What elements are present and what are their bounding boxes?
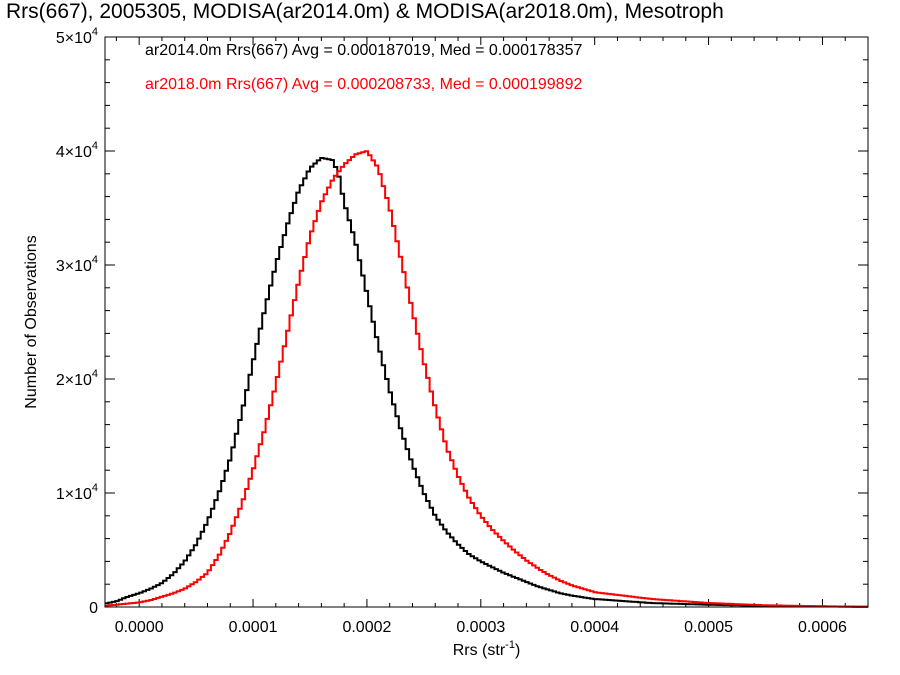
axis-ticks — [105, 36, 868, 608]
x-tick-label: 0.0003 — [456, 619, 505, 636]
y-tick-label: 5×104 — [56, 26, 98, 47]
annotation-ar2014: ar2014.0m Rrs(667) Avg = 0.000187019, Me… — [145, 42, 583, 59]
plot-frame — [104, 36, 869, 608]
annotation-ar2018: ar2018.0m Rrs(667) Avg = 0.000208733, Me… — [145, 76, 583, 93]
x-tick-label: 0.0002 — [342, 619, 391, 636]
series-line-ar2018 — [105, 150, 868, 608]
x-tick-label: 0.0004 — [570, 619, 619, 636]
chart-title: Rrs(667), 2005305, MODISA(ar2014.0m) & M… — [6, 0, 724, 23]
x-tick-label: 0.0006 — [798, 619, 847, 636]
series-layer — [105, 150, 868, 608]
x-axis-label: Rrs (str-1) — [453, 639, 521, 659]
y-tick-label: 0 — [89, 600, 98, 617]
y-tick-label: 1×104 — [56, 482, 98, 503]
tick-labels: 0.0000 0.0001 0.0002 0.0003 0.0004 0.0005 0.00… — [23, 26, 847, 659]
y-tick-label: 3×104 — [56, 254, 98, 275]
x-tick-label: 0.0001 — [229, 619, 278, 636]
y-tick-label: 4×104 — [56, 140, 98, 161]
series-line-ar2014 — [105, 157, 868, 608]
x-tick-label: 0.0000 — [115, 619, 164, 636]
y-axis-label: Number of Observations — [23, 235, 40, 408]
y-tick-label: 2×104 — [56, 368, 98, 389]
x-tick-label: 0.0005 — [684, 619, 733, 636]
